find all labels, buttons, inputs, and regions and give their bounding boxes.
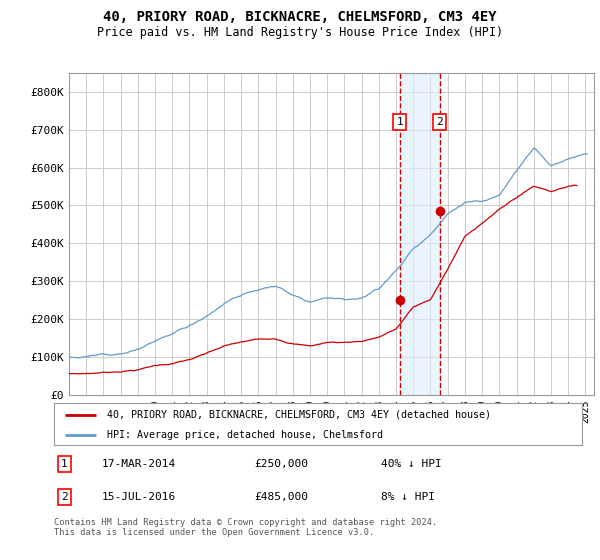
Text: Price paid vs. HM Land Registry's House Price Index (HPI): Price paid vs. HM Land Registry's House … bbox=[97, 26, 503, 39]
Text: 40% ↓ HPI: 40% ↓ HPI bbox=[382, 459, 442, 469]
Text: 40, PRIORY ROAD, BICKNACRE, CHELMSFORD, CM3 4EY (detached house): 40, PRIORY ROAD, BICKNACRE, CHELMSFORD, … bbox=[107, 409, 491, 419]
Text: 8% ↓ HPI: 8% ↓ HPI bbox=[382, 492, 436, 502]
Text: £485,000: £485,000 bbox=[254, 492, 308, 502]
Text: 1: 1 bbox=[61, 459, 68, 469]
Text: 2: 2 bbox=[61, 492, 68, 502]
Bar bbox=[400, 73, 440, 395]
Text: 2: 2 bbox=[436, 117, 443, 127]
Text: 15-JUL-2016: 15-JUL-2016 bbox=[101, 492, 176, 502]
Text: HPI: Average price, detached house, Chelmsford: HPI: Average price, detached house, Chel… bbox=[107, 430, 383, 440]
Text: 1: 1 bbox=[396, 117, 403, 127]
Text: £250,000: £250,000 bbox=[254, 459, 308, 469]
Text: 40, PRIORY ROAD, BICKNACRE, CHELMSFORD, CM3 4EY: 40, PRIORY ROAD, BICKNACRE, CHELMSFORD, … bbox=[103, 10, 497, 24]
Text: 17-MAR-2014: 17-MAR-2014 bbox=[101, 459, 176, 469]
Text: Contains HM Land Registry data © Crown copyright and database right 2024.
This d: Contains HM Land Registry data © Crown c… bbox=[54, 518, 437, 538]
